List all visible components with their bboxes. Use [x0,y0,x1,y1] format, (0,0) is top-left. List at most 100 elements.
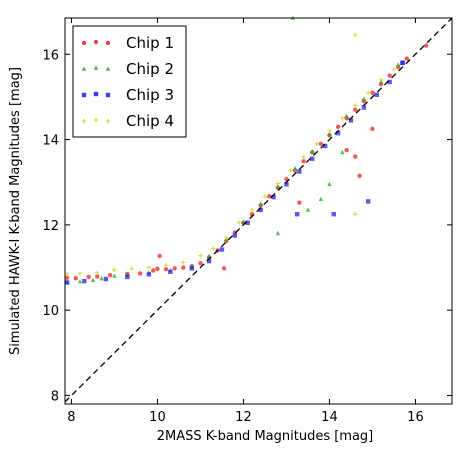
point-chip-3-23 [295,211,300,217]
point-chip-4-14 [275,181,281,186]
point-chip-2-26 [340,149,345,155]
legend-marker-chip-3-1 [93,91,99,97]
point-chip-3-21 [387,79,392,85]
point-chip-1-2 [86,274,91,280]
point-chip-1-11 [172,266,177,271]
point-chip-4-22 [378,77,384,83]
point-chip-3-16 [322,143,328,149]
point-chip-2-2 [90,277,96,283]
legend-marker-chip-2-0 [81,66,87,71]
point-chip-3-10 [245,220,250,225]
point-chip-3-25 [365,199,371,204]
point-chip-4-12 [249,207,255,213]
x-tick-label-8: 8 [67,410,75,425]
point-chip-3-13 [284,182,289,187]
point-chip-1-31 [335,124,341,129]
x-tick-label-10: 10 [149,410,166,425]
point-chip-3-26 [400,60,405,65]
point-chip-2-25 [327,181,332,187]
legend-marker-chip-4-1 [93,117,99,123]
series-chip-4 [64,32,397,277]
point-chip-1-10 [163,267,169,272]
point-chip-3-17 [335,130,341,136]
point-chip-3-1 [82,278,87,284]
point-chip-2-12 [258,201,263,207]
point-chip-4-0 [64,271,70,277]
point-chip-3-18 [348,118,354,123]
point-chip-3-4 [146,272,152,277]
point-chip-1-40 [424,43,429,48]
legend-label-chip-3: Chip 3 [126,86,174,104]
legend-markers [81,39,111,124]
point-chip-2-20 [396,62,401,67]
point-chip-3-5 [168,269,173,274]
legend-marker-chip-4-2 [105,118,111,124]
point-chip-4-15 [288,168,293,173]
x-tick-label-16: 16 [407,410,424,425]
point-chip-1-7 [150,268,156,273]
point-chip-2-3 [99,275,104,281]
point-chip-1-27 [301,159,306,164]
data-points [64,15,429,285]
point-chip-4-23 [391,66,397,72]
point-chip-3-11 [258,207,263,213]
point-chip-1-39 [404,56,410,61]
point-chip-4-25 [353,211,358,217]
legend-marker-chip-1-1 [93,39,99,45]
point-chip-1-14 [198,261,203,266]
reference-line [64,17,453,403]
legend-marker-chip-1-0 [81,40,87,46]
legend-marker-chip-1-2 [105,40,111,46]
point-chip-4-18 [327,128,332,134]
x-tick-label-12: 12 [235,410,252,425]
point-chip-1-41 [297,200,302,205]
point-chip-1-23 [267,194,272,199]
point-chip-4-11 [236,220,242,225]
legend-label-chip-2: Chip 2 [126,60,174,78]
point-chip-1-17 [221,266,227,271]
legend-marker-chip-4-0 [81,118,87,124]
point-chip-1-0 [64,275,70,280]
point-chip-4-19 [340,116,345,121]
legend-marker-chip-3-2 [105,92,111,98]
point-chip-1-3 [95,274,100,279]
point-chip-2-23 [305,207,311,212]
point-chip-2-22 [275,230,281,236]
y-tick-label-10: 10 [42,304,59,319]
point-chip-4-24 [353,32,358,38]
point-chip-4-2 [95,270,100,275]
point-chip-3-15 [310,156,315,161]
point-chip-1-42 [344,148,349,153]
point-chip-1-45 [370,126,375,132]
point-chip-3-0 [64,280,70,285]
point-chip-3-9 [232,233,238,238]
point-chip-3-7 [206,258,212,264]
axis-ticks: 8 10 12 14 16 8 10 12 14 16 [42,18,452,425]
point-chip-2-18 [361,96,367,101]
point-chip-3-3 [125,274,130,280]
point-chip-3-14 [297,169,302,174]
point-chip-4-13 [262,194,268,199]
point-chip-4-8 [198,253,203,258]
y-tick-label-14: 14 [42,134,59,149]
point-chip-1-37 [387,73,392,78]
point-chip-3-6 [189,266,195,271]
point-chip-1-43 [353,154,358,159]
point-chip-4-9 [211,246,216,251]
point-chip-3-20 [374,92,379,97]
point-chip-4-3 [112,267,117,272]
point-chip-1-4 [107,272,113,278]
legend-label-chip-1: Chip 1 [126,34,174,52]
point-chip-3-19 [361,105,367,110]
legend-frame [72,25,187,138]
point-chip-3-2 [103,276,109,282]
point-chip-4-7 [181,260,186,265]
legend-marker-chip-2-2 [105,66,111,71]
point-chip-3-12 [271,194,276,200]
point-chip-4-10 [224,235,229,240]
point-chip-1-6 [138,271,143,276]
point-chip-2-17 [344,113,349,118]
legend: Chip 1 Chip 2 Chip 3 Chip 4 [72,25,187,138]
